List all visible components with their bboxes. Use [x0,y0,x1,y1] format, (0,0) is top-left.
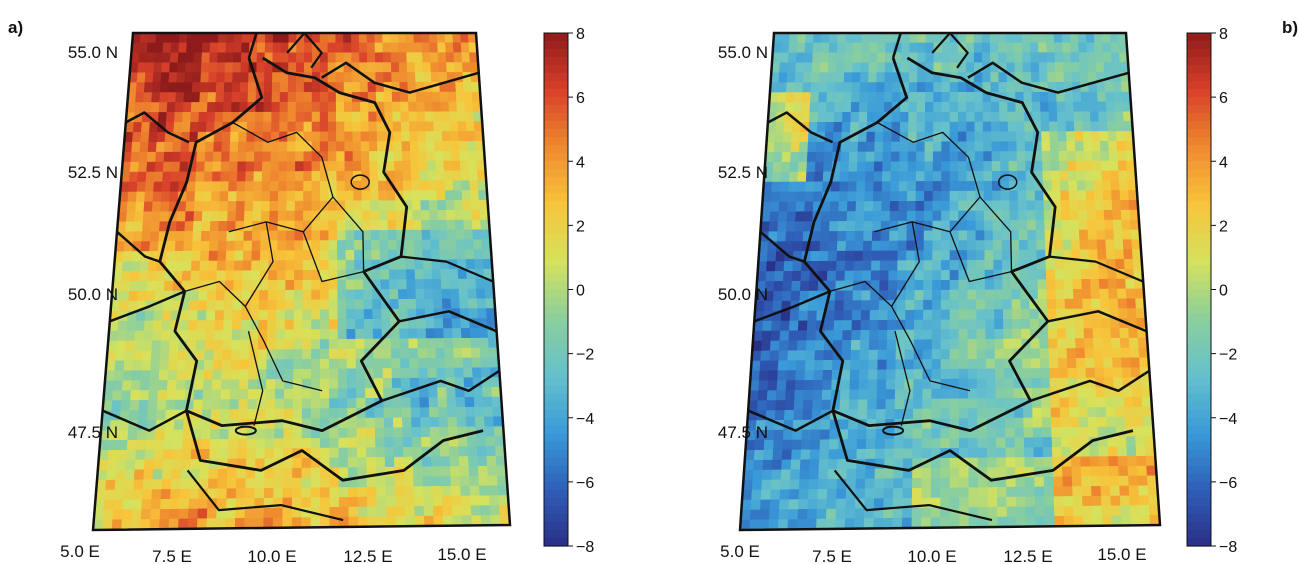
lake-constance [882,425,905,436]
colorbar-tick: 4 [576,154,585,171]
border-czech [398,310,497,333]
state-border-central [244,221,323,392]
lat-label: 55.0 N [718,43,768,62]
map-frame [91,31,512,532]
lon-label: 12.5 E [343,547,392,564]
state-border-west [829,280,893,307]
state-border-west [184,280,246,307]
border-belgium [116,230,161,263]
coastline-west [125,111,190,144]
border-austria-czech [381,369,500,402]
colorbar-tick: 6 [576,90,585,107]
colorbar-tick: −2 [576,347,594,364]
border-denmark [247,32,258,59]
lon-label: 15.0 E [437,545,486,564]
colorbar: 8 6 4 2 0 −2 −4 −6 −8 [543,26,594,556]
lake-constance [234,425,257,436]
colorbar-tick: 0 [576,283,585,300]
colorbar-tick: 8 [576,26,585,43]
lat-label: 50.0 N [68,285,118,304]
lon-label: 10.0 E [247,547,296,564]
map-panel-a: a) 55.0 N 52.5 N 50.0 N 47.5 N 5.0 E 7.5 E 10.… [0,0,640,564]
berlin-outline [997,174,1018,190]
lat-label: 52.5 N [718,163,768,182]
lat-label: 47.5 N [68,423,118,442]
colorbar-tick: −2 [1219,347,1237,364]
lat-label: 55.0 N [68,43,118,62]
border-poland-south [400,255,494,283]
map-frame [738,31,1162,532]
state-border-north [228,121,334,233]
colorbar-tick: −6 [576,475,594,492]
border-austria-czech [1030,369,1150,402]
country-border-germany [803,56,1057,432]
lat-label: 52.5 N [68,163,118,182]
state-border-mid [949,231,1012,283]
map-b-svg: 55.0 N 52.5 N 50.0 N 47.5 N 5.0 E 7.5 E 10.0 E… [718,26,1237,564]
coastline-baltic [321,61,480,94]
lon-label: 10.0 E [907,547,956,564]
border-italy [833,469,993,522]
state-border-mid [302,231,364,283]
map-a-svg: 55.0 N 52.5 N 50.0 N 47.5 N 5.0 E 7.5 E 10.0 E… [60,26,594,564]
colorbar-tick: −6 [1219,475,1237,492]
lon-label: 7.5 E [152,547,192,564]
lon-label: 5.0 E [60,542,100,561]
border-belgium [759,230,805,263]
colorbar: 8 6 4 2 0 −2 −4 −6 −8 [1186,26,1237,556]
lon-label: 15.0 E [1097,545,1146,564]
border-france-swiss [747,409,834,432]
coastline-west [767,111,834,144]
border-france-swiss [102,409,187,432]
colorbar-tick: 0 [1219,283,1228,300]
border-czech [1047,310,1147,333]
colorbar-tick: 6 [1219,90,1228,107]
danish-islands [286,31,323,69]
panel-label-a: a) [8,18,24,37]
lon-label: 12.5 E [1003,547,1052,564]
colorbar-tick: −8 [576,539,594,556]
map-panel-b: b) 55.0 N 52.5 N 50.0 N 47.5 N 5.0 E 7.5 E 10.… [650,0,1299,564]
lon-label: 7.5 E [812,547,852,564]
berlin-outline [350,174,370,190]
border-alps [831,410,1134,482]
state-border-north [874,121,981,233]
lat-label: 50.0 N [718,285,768,304]
border-lux-france [109,290,186,323]
border-alps [185,410,484,482]
data-grid [740,33,1160,530]
border-lux-france [753,290,831,323]
lon-label: 5.0 E [720,542,760,561]
state-border-central [890,221,971,392]
state-border-east [979,196,1013,272]
data-grid [93,33,510,530]
colorbar-tick: 4 [1219,154,1228,171]
country-border-germany [158,56,409,432]
colorbar-tick: 2 [576,218,585,235]
border-denmark [891,32,902,59]
lat-label: 47.5 N [718,423,768,442]
colorbar-tick: 8 [1219,26,1228,43]
colorbar-tick: −8 [1219,539,1237,556]
colorbar-tick: 2 [1219,218,1228,235]
border-poland-south [1049,255,1144,283]
state-border-east [332,196,365,272]
state-border-bw [247,331,264,426]
colorbar-tick: −4 [576,411,594,428]
danish-islands [931,31,969,69]
border-italy [186,469,344,522]
panel-label-b: b) [1282,18,1299,37]
state-border-bw [894,331,911,426]
coastline-baltic [967,61,1130,94]
colorbar-tick: −4 [1219,411,1237,428]
